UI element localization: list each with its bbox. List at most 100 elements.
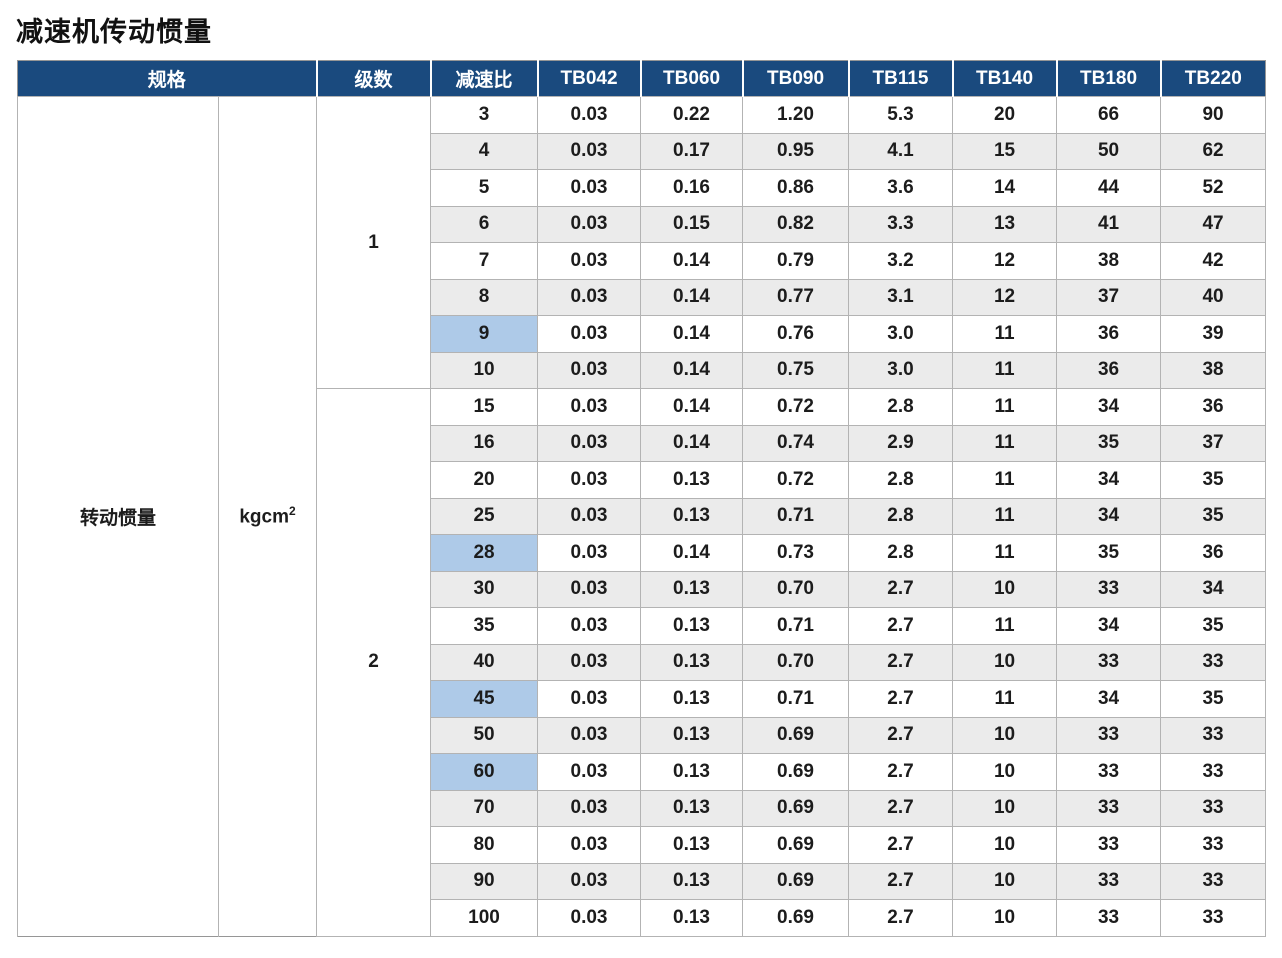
value-cell: 36 — [1160, 534, 1267, 572]
value-cell: 11 — [952, 497, 1058, 535]
value-cell: 0.03 — [537, 132, 642, 170]
table-row: 转动惯量 kgcm2 1 3 0.03 0.22 1.20 5.3 20 66 90 — [17, 96, 1267, 936]
value-cell: 0.14 — [640, 424, 744, 462]
table-row: 45 0.03 0.13 0.71 2.7 11 34 35 — [18, 680, 1267, 718]
value-cell: 33 — [1160, 862, 1267, 900]
ratio-cell: 40 — [430, 643, 539, 681]
value-cell: 0.03 — [537, 351, 642, 389]
value-cell: 14 — [952, 169, 1058, 207]
value-cell: 1.20 — [742, 96, 850, 134]
value-cell: 2.7 — [848, 753, 954, 791]
value-cell: 0.13 — [640, 862, 744, 900]
header-model-tb060: TB060 — [639, 60, 743, 97]
value-cell: 34 — [1056, 461, 1162, 499]
value-cell: 2.7 — [848, 643, 954, 681]
value-cell: 12 — [952, 242, 1058, 280]
stage-cell: 1 — [316, 96, 432, 389]
value-cell: 0.13 — [640, 680, 744, 718]
value-cell: 0.77 — [742, 278, 850, 316]
value-cell: 0.14 — [640, 534, 744, 572]
ratio-cell: 4 — [430, 132, 539, 170]
table-row: 16 0.03 0.14 0.74 2.9 11 35 37 — [18, 424, 1267, 462]
table-row: 4 0.03 0.17 0.95 4.1 15 50 62 — [18, 132, 1267, 170]
value-cell: 33 — [1160, 753, 1267, 791]
value-cell: 10 — [952, 789, 1058, 827]
value-cell: 33 — [1056, 862, 1162, 900]
stage-cell: 2 — [316, 388, 432, 937]
ratio-cell: 28 — [430, 534, 539, 572]
value-cell: 35 — [1056, 534, 1162, 572]
ratio-cell: 50 — [430, 716, 539, 754]
value-cell: 0.03 — [537, 205, 642, 243]
value-cell: 44 — [1056, 169, 1162, 207]
table-header: 规格 级数 减速比 TB042 TB060 TB090 TB115 TB140 … — [17, 60, 1266, 97]
value-cell: 10 — [952, 826, 1058, 864]
unit-base: kgcm — [239, 506, 289, 528]
value-cell: 0.03 — [537, 789, 642, 827]
value-cell: 0.03 — [537, 826, 642, 864]
value-cell: 11 — [952, 351, 1058, 389]
value-cell: 2.8 — [848, 534, 954, 572]
table-row: 100 0.03 0.13 0.69 2.7 10 33 33 — [18, 899, 1267, 937]
value-cell: 33 — [1160, 716, 1267, 754]
value-cell: 0.13 — [640, 497, 744, 535]
value-cell: 11 — [952, 680, 1058, 718]
value-cell: 33 — [1056, 753, 1162, 791]
table-row: 8 0.03 0.14 0.77 3.1 12 37 40 — [18, 278, 1267, 316]
value-cell: 0.17 — [640, 132, 744, 170]
value-cell: 0.79 — [742, 242, 850, 280]
value-cell: 34 — [1056, 607, 1162, 645]
value-cell: 0.03 — [537, 278, 642, 316]
value-cell: 0.03 — [537, 570, 642, 608]
value-cell: 66 — [1056, 96, 1162, 134]
header-model-tb090: TB090 — [741, 60, 849, 97]
value-cell: 0.86 — [742, 169, 850, 207]
value-cell: 20 — [952, 96, 1058, 134]
ratio-cell: 15 — [430, 388, 539, 426]
table-body: 转动惯量 kgcm2 1 3 0.03 0.22 1.20 5.3 20 66 90 4 0.03 0.1… — [17, 96, 1267, 937]
value-cell: 0.03 — [537, 899, 642, 937]
value-cell: 0.70 — [742, 570, 850, 608]
header-model-tb115: TB115 — [847, 60, 953, 97]
value-cell: 12 — [952, 278, 1058, 316]
value-cell: 33 — [1160, 899, 1267, 937]
value-cell: 39 — [1160, 315, 1267, 353]
table-row: 80 0.03 0.13 0.69 2.7 10 33 33 — [18, 826, 1267, 864]
value-cell: 2.8 — [848, 497, 954, 535]
spec-name-cell: 转动惯量 — [17, 96, 219, 936]
value-cell: 50 — [1056, 132, 1162, 170]
ratio-cell: 16 — [430, 424, 539, 462]
unit-exponent: 2 — [288, 504, 296, 519]
header-stage: 级数 — [315, 60, 431, 97]
value-cell: 0.03 — [537, 680, 642, 718]
table-row: 7 0.03 0.14 0.79 3.2 12 38 42 — [18, 242, 1267, 280]
table-row: 28 0.03 0.14 0.73 2.8 11 35 36 — [18, 534, 1267, 572]
value-cell: 36 — [1056, 351, 1162, 389]
table-row: 90 0.03 0.13 0.69 2.7 10 33 33 — [18, 862, 1267, 900]
value-cell: 37 — [1056, 278, 1162, 316]
value-cell: 0.14 — [640, 351, 744, 389]
value-cell: 0.71 — [742, 497, 850, 535]
value-cell: 0.03 — [537, 424, 642, 462]
value-cell: 0.13 — [640, 570, 744, 608]
value-cell: 2.7 — [848, 789, 954, 827]
value-cell: 0.76 — [742, 315, 850, 353]
table-row: 9 0.03 0.14 0.76 3.0 11 36 39 — [18, 315, 1267, 353]
value-cell: 0.14 — [640, 278, 744, 316]
ratio-cell: 10 — [430, 351, 539, 389]
ratio-cell: 60 — [430, 753, 539, 791]
value-cell: 33 — [1056, 716, 1162, 754]
table-row: 25 0.03 0.13 0.71 2.8 11 34 35 — [18, 497, 1267, 535]
value-cell: 0.03 — [537, 643, 642, 681]
ratio-cell: 70 — [430, 789, 539, 827]
value-cell: 37 — [1160, 424, 1267, 462]
ratio-cell: 90 — [430, 862, 539, 900]
value-cell: 0.03 — [537, 388, 642, 426]
header-model-tb180: TB180 — [1055, 60, 1161, 97]
page-title: 减速机传动惯量 — [16, 17, 212, 47]
value-cell: 0.03 — [537, 96, 642, 134]
value-cell: 10 — [952, 899, 1058, 937]
value-cell: 0.13 — [640, 753, 744, 791]
value-cell: 0.03 — [537, 461, 642, 499]
value-cell: 0.74 — [742, 424, 850, 462]
